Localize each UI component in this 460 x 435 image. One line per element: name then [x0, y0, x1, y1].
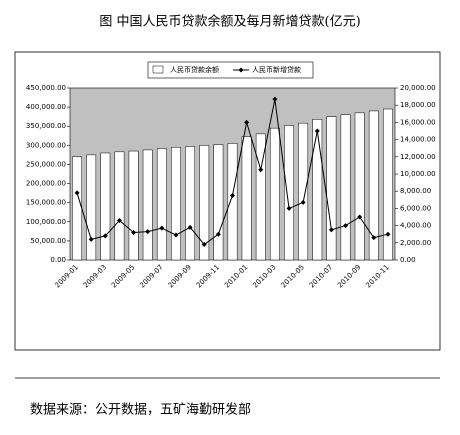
- bar: [142, 149, 153, 261]
- bar: [199, 145, 210, 261]
- bar: [171, 146, 181, 261]
- marker: [286, 205, 292, 211]
- legend-box: [147, 61, 314, 79]
- bar: [72, 156, 82, 261]
- marker: [300, 199, 306, 205]
- marker: [187, 224, 193, 230]
- marker: [88, 236, 94, 242]
- y-tick-label: 250,000.00: [26, 160, 66, 168]
- marker: [131, 229, 137, 235]
- source: 数据来源：公开数据，五矿海勤研发部: [30, 402, 251, 418]
- bar: [312, 119, 323, 261]
- bar: [269, 127, 280, 261]
- marker: [102, 233, 108, 239]
- y2-tick-label: 10,000.00: [400, 170, 436, 178]
- marker: [258, 167, 264, 173]
- marker: [371, 235, 377, 241]
- legend-swatch: [152, 65, 164, 74]
- bar: [213, 144, 224, 261]
- y-tick-label: 150,000.00: [26, 199, 66, 207]
- y-tick-label: 0.00: [50, 256, 66, 264]
- bar: [340, 114, 351, 261]
- bar: [227, 143, 238, 261]
- legend-swatch: [238, 67, 244, 73]
- y2-tick-label: 8,000.00: [400, 187, 431, 195]
- marker: [314, 128, 320, 134]
- marker: [201, 242, 207, 248]
- y-tick-label: 400,000.00: [26, 103, 66, 111]
- marker: [145, 229, 151, 235]
- marker: [244, 119, 250, 125]
- y2-tick-label: 16,000.00: [400, 118, 436, 126]
- y2-tick-label: 4,000.00: [400, 222, 431, 230]
- bar: [326, 116, 337, 261]
- bar: [383, 108, 393, 261]
- y-tick-label: 200,000.00: [26, 180, 66, 188]
- bar: [368, 110, 379, 261]
- marker: [74, 190, 80, 196]
- y2-tick-label: 12,000.00: [400, 153, 436, 161]
- y-tick-label: 450,000.00: [26, 84, 66, 92]
- y2-tick-label: 14,000.00: [400, 136, 436, 144]
- marker: [385, 231, 391, 237]
- bar: [156, 148, 167, 261]
- bar: [354, 112, 365, 261]
- y-tick-label: 300,000.00: [26, 141, 66, 149]
- y2-tick-label: 6,000.00: [400, 204, 431, 212]
- legend-label: 人民币新增贷款: [252, 65, 301, 74]
- y2-tick-label: 18,000.00: [400, 101, 436, 109]
- chart-title: 图 中国人民币贷款余额及每月新增贷款(亿元): [99, 14, 360, 30]
- y2-tick-label: 2,000.00: [400, 239, 431, 247]
- marker: [272, 96, 278, 102]
- bar: [100, 152, 111, 261]
- bar: [128, 150, 139, 261]
- bar: [114, 151, 125, 261]
- legend-label: 人民币贷款余额: [170, 65, 219, 74]
- bar: [241, 136, 252, 261]
- marker: [116, 217, 122, 223]
- bar: [255, 133, 266, 261]
- y-tick-label: 50,000.00: [30, 237, 66, 245]
- marker: [173, 232, 179, 238]
- marker: [215, 231, 221, 237]
- marker: [230, 193, 235, 198]
- bar: [185, 146, 196, 261]
- marker: [357, 214, 363, 220]
- y-tick-label: 100,000.00: [26, 218, 66, 226]
- marker: [328, 227, 334, 233]
- bar: [284, 125, 294, 261]
- y2-tick-label: 20,000.00: [400, 84, 436, 92]
- y2-tick-label: 0.00: [400, 256, 416, 264]
- bar: [298, 122, 309, 261]
- bar: [86, 154, 97, 261]
- marker: [343, 223, 349, 229]
- marker: [159, 225, 165, 231]
- y-tick-label: 350,000.00: [26, 122, 66, 130]
